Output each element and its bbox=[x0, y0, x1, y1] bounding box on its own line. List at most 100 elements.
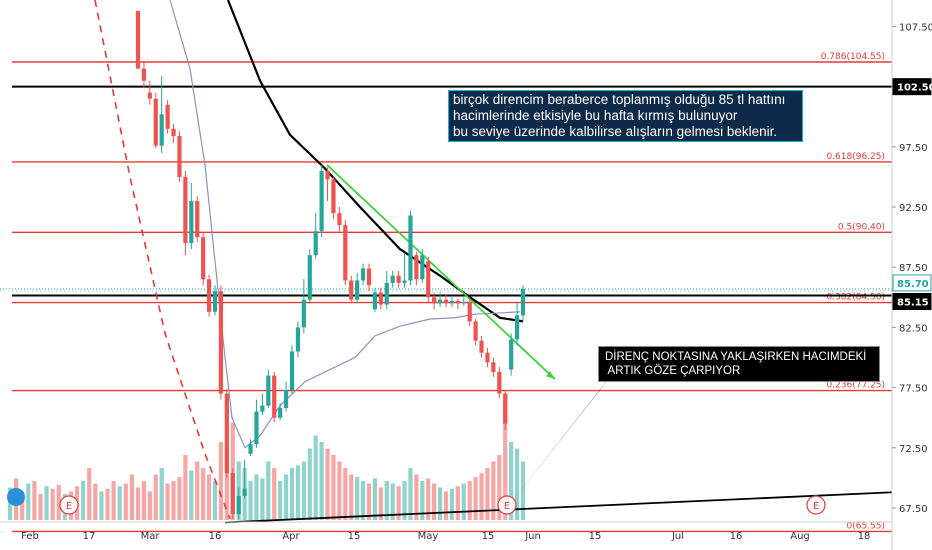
volume-bar bbox=[520, 461, 526, 520]
green-trendline-arrow bbox=[546, 371, 555, 380]
candle-body bbox=[520, 288, 526, 316]
price-level-label: 0(65.55) bbox=[846, 521, 885, 531]
volume-bar bbox=[7, 487, 13, 520]
candle-body bbox=[224, 393, 229, 474]
candle-body bbox=[307, 255, 312, 300]
volume-bar bbox=[313, 435, 318, 520]
volume-bar bbox=[509, 442, 514, 520]
moving-average-slow bbox=[169, 0, 521, 449]
price-tick-label: 67.50 bbox=[899, 504, 928, 515]
candle-body bbox=[266, 375, 271, 406]
note-volume: DİRENÇ NOKTASINA YAKLAŞIRKEN HACIMDEKİ A… bbox=[598, 346, 880, 382]
candle-body bbox=[491, 362, 496, 372]
earnings-marker bbox=[59, 495, 79, 515]
candle-body bbox=[295, 327, 301, 352]
volume-bar bbox=[183, 455, 188, 520]
volume-bar bbox=[355, 477, 360, 520]
volume-bar bbox=[117, 486, 122, 520]
candle-body bbox=[242, 488, 247, 496]
candle-body bbox=[497, 371, 502, 394]
volume-bar bbox=[20, 491, 25, 520]
price-tick-label: 87.50 bbox=[899, 263, 928, 274]
candle-body bbox=[414, 255, 419, 280]
volume-bar bbox=[56, 484, 61, 520]
time-tick-label: 16 bbox=[730, 531, 743, 542]
candle-body bbox=[212, 291, 218, 312]
volume-bar bbox=[437, 487, 443, 520]
price-tick-label: 92.50 bbox=[899, 203, 928, 214]
volume-bar bbox=[343, 468, 348, 520]
volume-bar bbox=[105, 488, 110, 520]
candle-body bbox=[272, 375, 277, 418]
time-tick-label: Feb bbox=[21, 531, 39, 542]
candle-body bbox=[201, 237, 206, 280]
price-label-text: 85.15 bbox=[897, 298, 929, 309]
time-tick-label: Jun bbox=[524, 531, 541, 542]
volume-bar bbox=[189, 470, 194, 520]
volume-bar bbox=[372, 478, 378, 520]
price-tick-label: 97.50 bbox=[899, 143, 928, 154]
volume-bar bbox=[449, 488, 455, 520]
candle-body bbox=[449, 300, 455, 304]
time-tick-label: 17 bbox=[83, 531, 96, 542]
price-label-text: 85.70 bbox=[897, 279, 929, 290]
volume-bar bbox=[473, 477, 478, 520]
volume-bar bbox=[360, 481, 366, 520]
indicator-lines bbox=[94, 0, 893, 524]
volume-bar bbox=[432, 483, 437, 520]
volume-bar bbox=[396, 486, 401, 520]
volume-bar bbox=[254, 474, 259, 520]
candle-body bbox=[313, 231, 318, 256]
volume-bar bbox=[141, 481, 147, 520]
time-tick-label: 15 bbox=[348, 531, 361, 542]
callout-pointer bbox=[508, 375, 611, 507]
volume-bar bbox=[26, 483, 31, 520]
price-level-label: 0.382(84.56) bbox=[826, 293, 885, 303]
candle-body bbox=[218, 291, 224, 394]
price-level-label: 0.5(90.40) bbox=[838, 222, 885, 232]
candle-body bbox=[372, 292, 378, 310]
candles bbox=[135, 10, 526, 519]
volume-bar bbox=[159, 468, 164, 520]
candle-body bbox=[349, 280, 354, 300]
price-level-label: 0.618(96.25) bbox=[826, 152, 885, 162]
price-tick-label: 77.50 bbox=[899, 384, 928, 395]
volume-bar bbox=[87, 468, 92, 520]
price-tick-label: 72.50 bbox=[899, 444, 928, 455]
volume-bar bbox=[402, 481, 407, 520]
candle-body bbox=[461, 302, 466, 304]
candle-body bbox=[141, 68, 147, 81]
volume-bar bbox=[420, 481, 425, 520]
candle-body bbox=[283, 390, 289, 409]
candle-body bbox=[319, 170, 324, 232]
volume-bar bbox=[485, 468, 490, 520]
candle-body bbox=[236, 495, 241, 514]
candle-body bbox=[289, 351, 295, 390]
note-line: birçok direncim beraberce toplanmış oldu… bbox=[453, 92, 786, 107]
volume-bar bbox=[218, 442, 224, 520]
note-line: bu seviye üzerinde kalbilirse alışların … bbox=[453, 124, 778, 139]
note-resistance-85: birçok direncim beraberce toplanmış oldu… bbox=[448, 90, 803, 142]
volume-bar bbox=[408, 468, 413, 520]
candle-body bbox=[408, 215, 413, 281]
candle-body bbox=[420, 255, 425, 280]
candle-body bbox=[343, 225, 348, 281]
volume-bar bbox=[206, 474, 212, 520]
earnings-marker bbox=[806, 495, 826, 515]
volume-bar bbox=[491, 461, 496, 520]
volume-bar bbox=[135, 487, 141, 520]
volume-bar bbox=[81, 481, 86, 520]
time-tick-label: 15 bbox=[482, 531, 495, 542]
volume-bar bbox=[147, 491, 152, 520]
candle-body bbox=[485, 352, 490, 363]
candle-body bbox=[514, 315, 520, 340]
price-axis: 107.50 102.50 97.50 92.50 87.50 82.50 77.50 72.… bbox=[891, 0, 932, 550]
time-tick-label: Mar bbox=[141, 531, 161, 542]
volume-bar bbox=[129, 474, 135, 520]
candle-body bbox=[432, 297, 437, 304]
volume-bar bbox=[289, 468, 295, 520]
price-tick-label: 107.50 bbox=[899, 22, 932, 33]
price-label-text: 102.50 bbox=[897, 83, 932, 94]
